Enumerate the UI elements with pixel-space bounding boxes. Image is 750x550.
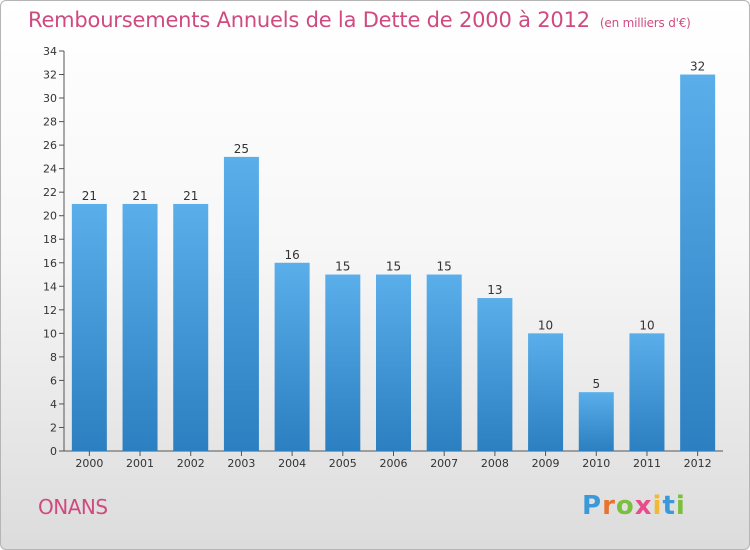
bar-2007 — [426, 274, 462, 451]
data-label-2003: 25 — [234, 142, 249, 156]
y-tick-label: 26 — [43, 139, 57, 152]
y-tick-label: 20 — [43, 210, 57, 223]
y-tick-label: 30 — [43, 92, 57, 105]
bar-2012 — [680, 74, 716, 451]
data-label-2006: 15 — [386, 260, 401, 274]
data-label-2011: 10 — [639, 318, 654, 332]
bar-2000 — [71, 203, 107, 451]
data-label-2000: 21 — [82, 189, 97, 203]
y-tick-label: 16 — [43, 257, 57, 270]
y-tick-label: 18 — [43, 233, 57, 246]
bar-2005 — [325, 274, 361, 451]
proxiti-logo: Proxiti — [582, 491, 686, 521]
logo-letter: i — [675, 491, 686, 521]
x-tick-label: 2011 — [633, 457, 661, 470]
logo-letter: P — [582, 491, 603, 521]
data-label-2005: 15 — [335, 260, 350, 274]
x-tick-label: 2000 — [75, 457, 103, 470]
chart-title: Remboursements Annuels de la Dette de 20… — [28, 8, 691, 32]
data-label-2012: 32 — [690, 60, 705, 74]
x-tick-label: 2004 — [278, 457, 306, 470]
bar-2003 — [223, 156, 259, 451]
bar-2002 — [173, 203, 209, 451]
chart-unit-subtitle: (en milliers d'€) — [599, 16, 691, 30]
data-label-2004: 16 — [284, 248, 299, 262]
y-tick-label: 14 — [43, 280, 57, 293]
bar-2006 — [376, 274, 411, 451]
data-label-2002: 21 — [183, 189, 198, 203]
y-tick-label: 10 — [43, 327, 57, 340]
bar-2009 — [528, 333, 564, 451]
chart-title-text: Remboursements Annuels de la Dette de 20… — [28, 8, 590, 32]
y-tick-label: 0 — [50, 445, 57, 458]
data-labels-group: 21 21 21 25 16 15 15 15 13 10 5 10 32 — [82, 60, 706, 392]
x-tick-label: 2003 — [227, 457, 255, 470]
x-tick-label: 2005 — [329, 457, 357, 470]
y-tick-label: 34 — [43, 45, 57, 58]
bar-2010 — [578, 392, 614, 451]
data-label-2010: 5 — [592, 377, 600, 391]
x-tick-label: 2007 — [430, 457, 458, 470]
logo-letter: o — [615, 491, 635, 521]
y-tick-label: 22 — [43, 186, 57, 199]
y-tick-label: 24 — [43, 163, 57, 176]
x-tick-label: 2001 — [126, 457, 154, 470]
data-label-2009: 10 — [538, 318, 553, 332]
y-tick-label: 8 — [50, 351, 57, 364]
x-axis: 2000 2001 2002 2003 2004 2005 2006 2007 2008 2009… — [64, 450, 723, 470]
x-tick-label: 2010 — [582, 457, 610, 470]
bar-2011 — [629, 333, 665, 451]
x-tick-label: 2012 — [684, 457, 712, 470]
logo-letter: x — [634, 491, 653, 521]
bar-2001 — [122, 203, 158, 451]
logo-letter: i — [652, 491, 663, 521]
x-tick-label: 2009 — [532, 457, 560, 470]
y-tick-label: 4 — [50, 398, 57, 411]
y-tick-label: 12 — [43, 304, 57, 317]
logo-letter: r — [602, 491, 616, 521]
location-name: ONANS — [38, 495, 108, 519]
y-tick-label: 2 — [50, 421, 57, 434]
x-tick-label: 2006 — [380, 457, 408, 470]
data-label-2001: 21 — [132, 189, 147, 203]
bar-2008 — [477, 298, 513, 451]
data-label-2007: 15 — [437, 260, 452, 274]
bars-group — [71, 74, 716, 451]
bar-2004 — [274, 262, 310, 451]
logo-letter: t — [662, 491, 676, 521]
x-tick-label: 2008 — [481, 457, 509, 470]
x-tick-label: 2002 — [177, 457, 205, 470]
data-label-2008: 13 — [487, 283, 502, 297]
y-tick-label: 28 — [43, 116, 57, 129]
y-tick-label: 32 — [43, 69, 57, 82]
y-tick-label: 6 — [50, 374, 57, 387]
